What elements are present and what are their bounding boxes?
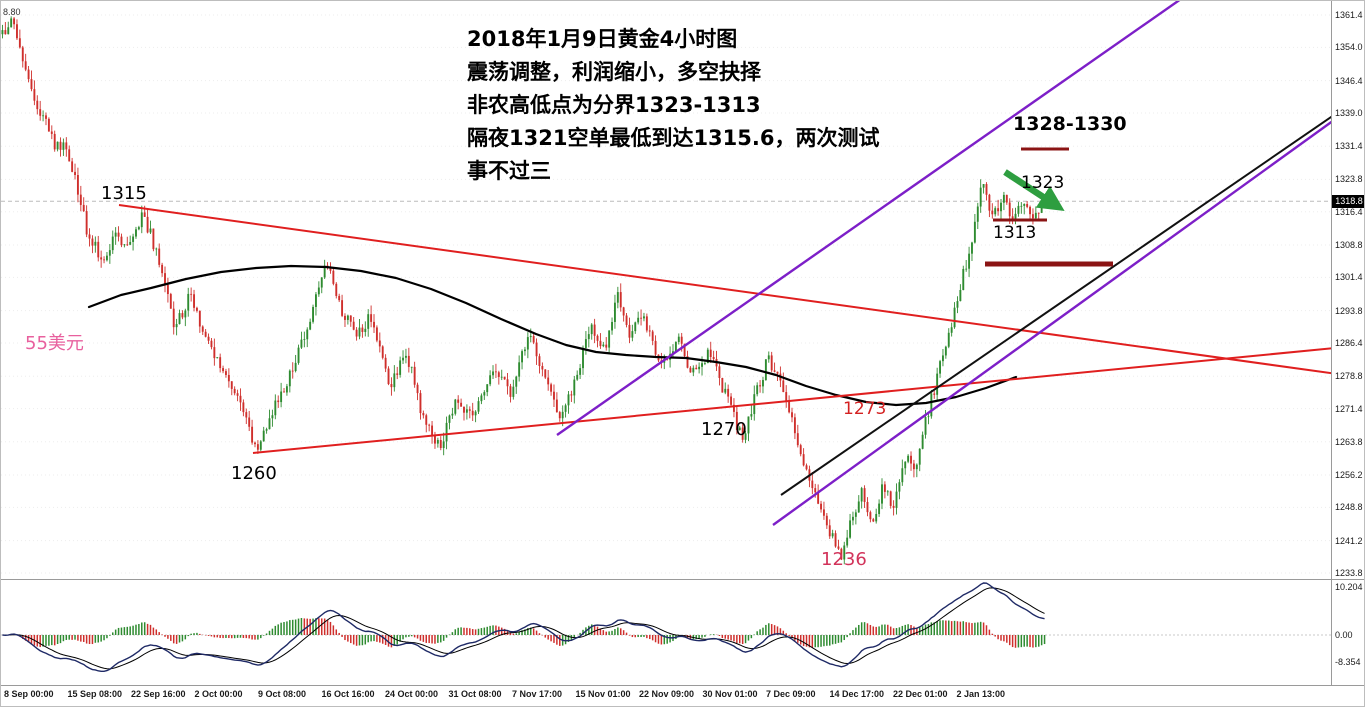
- price-tick-label: 1263.8: [1335, 436, 1363, 447]
- time-tick-label: 22 Dec 01:00: [893, 689, 948, 699]
- time-tick-label: 15 Nov 01:00: [575, 689, 631, 699]
- price-axis[interactable]: 1361.4 1354.0 1346.4 1339.0 1331.4 1323.8 1316…: [1332, 1, 1364, 685]
- annotation-label-1273[interactable]: 1273: [843, 399, 887, 419]
- time-tick-label: 2 Oct 00:00: [194, 689, 243, 699]
- trendline-channel-lower[interactable]: [772, 97, 1331, 526]
- price-gridlines: [1, 14, 1331, 574]
- title-line: 事不过三: [467, 159, 551, 183]
- price-tick-label: 1278.8: [1335, 371, 1363, 382]
- annotation-label-1328-1330[interactable]: 1328-1330: [1013, 113, 1127, 135]
- indicator-tick-label: 10.204: [1335, 582, 1363, 592]
- time-axis[interactable]: 8 Sep 00:00 15 Sep 08:00 22 Sep 16:00 2 Oct…: [1, 687, 1331, 706]
- price-tick-label: 1316.4: [1335, 206, 1363, 217]
- price-tick-label: 1286.4: [1335, 337, 1363, 348]
- price-tick-label: 1241.2: [1335, 535, 1363, 546]
- moving-average-line[interactable]: [87, 264, 1018, 407]
- time-tick-label: 7 Nov 17:00: [512, 689, 563, 699]
- sell-arrow[interactable]: [1003, 169, 1065, 211]
- price-chart-canvas[interactable]: [1, 1, 1331, 579]
- trendline-ascending-support[interactable]: [252, 345, 1331, 454]
- macd-histogram: [4, 618, 1046, 648]
- panel-separator-bottom: [1, 685, 1364, 686]
- time-tick-label: 22 Sep 16:00: [131, 689, 186, 699]
- price-tick-label: 1339.0: [1335, 107, 1363, 118]
- price-tick-label: 1308.8: [1335, 240, 1363, 251]
- price-tick-label: 1271.4: [1335, 403, 1363, 414]
- trendline-descending-resistance[interactable]: [118, 204, 1331, 378]
- indicator-tick-label: 0.00: [1335, 630, 1353, 640]
- time-tick-label: 9 Oct 08:00: [258, 689, 307, 699]
- corner-price-label: 8.80: [3, 7, 21, 17]
- time-tick-label: 14 Dec 17:00: [829, 689, 885, 699]
- trendline-rally-trendline[interactable]: [780, 93, 1331, 496]
- price-tick-label: 1354.0: [1335, 42, 1363, 53]
- time-tick-label: 22 Nov 09:00: [639, 689, 695, 699]
- price-tick-label: 1361.4: [1335, 10, 1363, 20]
- time-tick-label: 8 Sep 00:00: [4, 689, 54, 699]
- indicator-axis[interactable]: 10.204 0.00 -8.354: [1332, 1, 1364, 685]
- annotation-label-1315[interactable]: 1315: [101, 183, 147, 204]
- time-tick-label: 2 Jan 13:00: [956, 689, 1006, 699]
- candles-layer: [1, 16, 1046, 565]
- panel-separator-top: [1, 579, 1364, 580]
- title-line: 隔夜1321空单最低到达1315.6，两次测试: [467, 126, 880, 150]
- chart-title-annotation[interactable]: 2018年1月9日黄金4小时图 震荡调整，利润缩小，多空抉择 非农高低点为分界132…: [467, 23, 879, 188]
- title-line: 2018年1月9日黄金4小时图: [467, 27, 738, 51]
- key-level-segments[interactable]: [985, 147, 1113, 267]
- price-tick-label: 1323.8: [1335, 174, 1363, 185]
- price-tick-label: 1256.2: [1335, 470, 1363, 481]
- title-line: 震荡调整，利润缩小，多空抉择: [467, 60, 761, 84]
- axis-separator-vertical: [1331, 1, 1332, 685]
- macd-signal-line: [2, 587, 1045, 670]
- price-tick-label: 1331.4: [1335, 141, 1363, 152]
- annotation-label-1236[interactable]: 1236: [821, 549, 867, 570]
- price-tick-label: 1301.4: [1335, 272, 1363, 283]
- time-tick-label: 15 Sep 08:00: [67, 689, 123, 699]
- annotation-label-1260[interactable]: 1260: [231, 463, 277, 484]
- macd-main-line: [2, 582, 1045, 673]
- price-tick-label: 1346.4: [1335, 75, 1363, 86]
- macd-indicator-canvas[interactable]: [1, 580, 1331, 685]
- title-line: 非农高低点为分界1323-1313: [467, 93, 761, 117]
- price-tick-label: 1248.8: [1335, 502, 1363, 513]
- price-tick-label: 1293.8: [1335, 305, 1363, 316]
- time-tick-label: 7 Dec 09:00: [766, 689, 816, 699]
- indicator-tick-label: -8.354: [1335, 657, 1361, 667]
- time-tick-label: 16 Oct 16:00: [321, 689, 375, 699]
- annotation-label-1270[interactable]: 1270: [701, 419, 747, 440]
- current-price-tag: 1318.8: [1332, 195, 1364, 208]
- annotation-label-1323[interactable]: 1323: [1021, 173, 1065, 193]
- time-tick-label: 31 Oct 08:00: [448, 689, 502, 699]
- trendline-channel-upper[interactable]: [556, 1, 1201, 436]
- time-tick-label: 24 Oct 00:00: [385, 689, 439, 699]
- annotation-label-1313[interactable]: 1313: [993, 223, 1037, 243]
- price-tick-label: 1233.8: [1335, 568, 1363, 578]
- time-tick-label: 30 Nov 01:00: [702, 689, 758, 699]
- annotation-label-55-dollars[interactable]: 55美元: [25, 333, 84, 354]
